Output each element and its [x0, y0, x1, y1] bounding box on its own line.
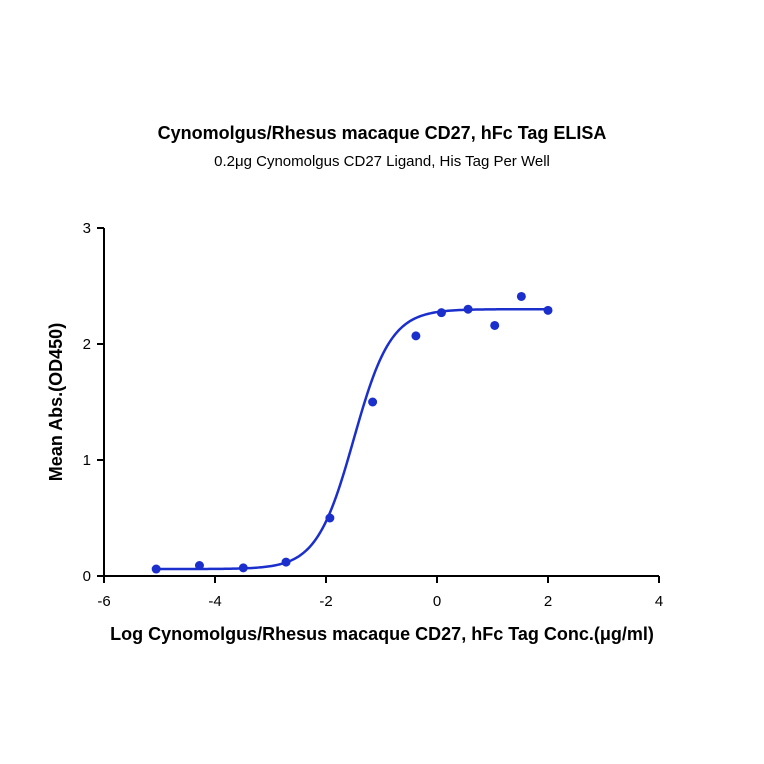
data-point — [194, 561, 204, 571]
data-point — [411, 331, 421, 341]
data-point — [543, 305, 553, 315]
data-point — [368, 397, 378, 407]
data-point — [281, 557, 291, 567]
fit-curve — [156, 307, 548, 571]
x-axis-label: Log Cynomolgus/Rhesus macaque CD27, hFc … — [110, 624, 654, 644]
x-tick-label: -6 — [97, 593, 110, 610]
y-tick-label: 3 — [83, 220, 91, 237]
axes — [103, 228, 659, 577]
data-point — [490, 320, 500, 330]
y-axis-label: Mean Abs.(OD450) — [46, 323, 66, 481]
data-point — [516, 291, 526, 301]
data-point — [238, 563, 248, 573]
y-tick-label: 0 — [83, 568, 91, 585]
x-tick-label: 2 — [544, 593, 552, 610]
y-tick-label: 2 — [83, 336, 91, 353]
x-tick-label: -4 — [208, 593, 221, 610]
y-tick-label: 1 — [83, 452, 91, 469]
data-point — [325, 513, 335, 523]
chart-subtitle: 0.2μg Cynomolgus CD27 Ligand, His Tag Pe… — [214, 153, 550, 170]
chart-title: Cynomolgus/Rhesus macaque CD27, hFc Tag … — [158, 123, 607, 143]
data-point — [436, 308, 446, 318]
data-points — [151, 291, 553, 574]
x-tick-label: -2 — [319, 593, 332, 610]
x-tick-label: 0 — [433, 593, 441, 610]
x-tick-label: 4 — [655, 593, 663, 610]
data-point — [151, 564, 161, 574]
data-point — [463, 304, 473, 314]
y-ticks: 0 1 2 3 — [83, 220, 104, 585]
x-ticks: -6 -4 -2 0 2 4 — [97, 576, 663, 610]
